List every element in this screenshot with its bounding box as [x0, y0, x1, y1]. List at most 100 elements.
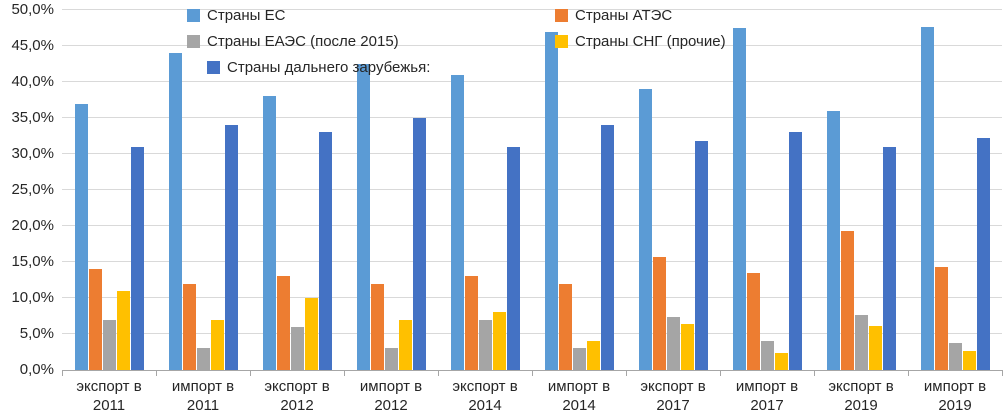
bar — [464, 276, 478, 370]
bar — [920, 26, 934, 370]
x-label-line2: 2019 — [844, 397, 878, 414]
bar-group — [626, 10, 720, 370]
bar — [868, 326, 882, 370]
bar — [196, 348, 210, 370]
x-axis-category-label: импорт в 2017 — [720, 377, 814, 415]
gridline — [62, 189, 1002, 190]
x-axis-category-label: экспорт в 2014 — [438, 377, 532, 415]
gridline — [62, 45, 1002, 46]
y-axis-tick-label: 10,0% — [11, 289, 54, 306]
x-axis-tick — [626, 370, 627, 376]
x-label-line1: экспорт в — [76, 378, 142, 395]
y-axis-tick-label: 40,0% — [11, 73, 54, 90]
y-axis-tick-label: 15,0% — [11, 253, 54, 270]
bar-groups — [62, 10, 1002, 370]
bar — [182, 283, 196, 370]
bar — [948, 343, 962, 370]
x-axis-category-label: экспорт в 2011 — [62, 377, 156, 415]
bar — [840, 231, 854, 370]
bar-group — [250, 10, 344, 370]
gridline — [62, 297, 1002, 298]
bar — [450, 74, 464, 370]
bar — [976, 138, 990, 370]
bar-group — [908, 10, 1002, 370]
gridline — [62, 153, 1002, 154]
x-axis-tick — [532, 370, 533, 376]
bar — [558, 283, 572, 370]
x-axis-category-label: экспорт в 2019 — [814, 377, 908, 415]
x-label-line2: 2014 — [562, 397, 596, 414]
bar — [478, 319, 492, 370]
bar — [788, 132, 802, 370]
y-axis: 0,0% 5,0% 10,0% 15,0% 20,0% 25,0% 30,0% 35,0% 40… — [0, 1, 56, 378]
bar — [506, 146, 520, 370]
x-label-line2: 2019 — [938, 397, 972, 414]
bar — [130, 146, 144, 370]
bar — [694, 141, 708, 370]
gridline — [62, 9, 1002, 10]
y-axis-tick-label: 35,0% — [11, 109, 54, 126]
y-axis-tick-label: 20,0% — [11, 217, 54, 234]
x-label-line2: 2014 — [468, 397, 502, 414]
bar — [116, 290, 130, 370]
x-axis-tick — [344, 370, 345, 376]
y-axis-tick-label: 0,0% — [19, 361, 54, 378]
bar — [652, 256, 666, 370]
x-label-line1: экспорт в — [828, 378, 894, 395]
bar-group — [720, 10, 814, 370]
bar — [168, 53, 182, 370]
x-label-line2: 2017 — [656, 397, 690, 414]
x-axis-category-label: импорт в 2019 — [908, 377, 1002, 415]
y-axis-tick-label: 5,0% — [19, 325, 54, 342]
bar — [384, 348, 398, 370]
bar — [854, 315, 868, 370]
bar — [74, 103, 88, 370]
bar-group — [344, 10, 438, 370]
x-label-line2: 2011 — [92, 397, 126, 414]
x-label-line1: импорт в — [923, 378, 987, 395]
bar — [680, 323, 694, 370]
y-axis-tick-label: 25,0% — [11, 181, 54, 198]
bar — [544, 31, 558, 370]
x-axis-tick — [156, 370, 157, 376]
bar — [398, 319, 412, 370]
bar — [934, 267, 948, 370]
bar — [304, 298, 318, 370]
bar — [224, 125, 238, 370]
x-axis-tick — [908, 370, 909, 376]
bar — [746, 272, 760, 370]
x-label-line1: экспорт в — [264, 378, 330, 395]
bar — [290, 326, 304, 370]
y-axis-tick-label: 45,0% — [11, 37, 54, 54]
bar — [666, 316, 680, 370]
bar — [572, 348, 586, 370]
x-axis-tick — [720, 370, 721, 376]
bar — [318, 132, 332, 370]
x-axis-tick — [438, 370, 439, 376]
y-axis-tick-label: 30,0% — [11, 145, 54, 162]
gridline — [62, 333, 1002, 334]
x-axis-tick — [62, 370, 63, 376]
bar-group — [62, 10, 156, 370]
bar-group — [156, 10, 250, 370]
bar-group — [814, 10, 908, 370]
bar — [412, 118, 426, 370]
plot-area — [62, 9, 1002, 371]
x-axis-category-label: импорт в 2014 — [532, 377, 626, 415]
bar — [962, 351, 976, 370]
x-label-line1: импорт в — [359, 378, 423, 395]
bar — [732, 28, 746, 370]
x-label-line2: 2011 — [186, 397, 220, 414]
x-axis-tick — [814, 370, 815, 376]
bar — [600, 125, 614, 370]
x-axis-tick — [250, 370, 251, 376]
bar — [210, 319, 224, 370]
bar — [88, 269, 102, 370]
x-axis-category-label: импорт в 2011 — [156, 377, 250, 415]
gridline — [62, 225, 1002, 226]
x-label-line2: 2017 — [750, 397, 784, 414]
gridline — [62, 81, 1002, 82]
x-label-line1: экспорт в — [640, 378, 706, 395]
bar — [492, 312, 506, 370]
